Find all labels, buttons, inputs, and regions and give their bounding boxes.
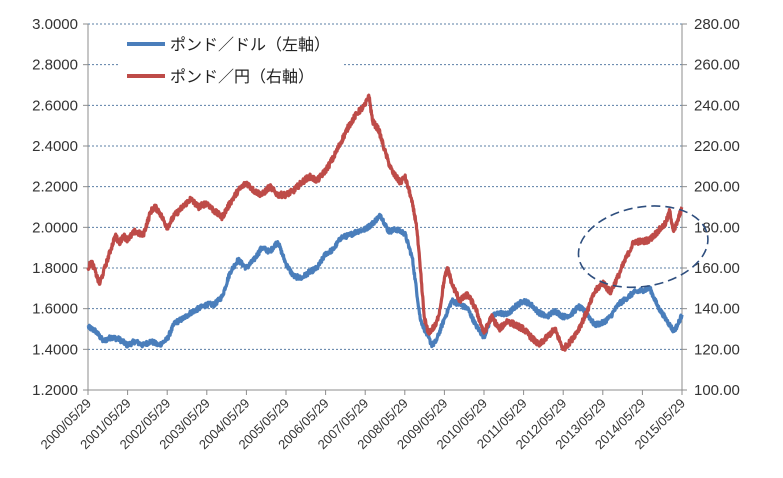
right-tick-label: 180.00	[694, 219, 740, 236]
right-tick-label: 280.00	[694, 16, 740, 33]
right-tick-label: 240.00	[694, 97, 740, 114]
left-tick-label: 1.8000	[32, 260, 78, 277]
left-tick-label: 2.2000	[32, 179, 78, 196]
left-tick-label: 2.4000	[32, 138, 78, 155]
series-line-gbp-jpy	[86, 93, 684, 352]
left-tick-label: 1.2000	[32, 382, 78, 399]
x-axis-ticks: 2000/05/292001/05/292002/05/292003/05/29…	[37, 390, 688, 452]
right-tick-label: 140.00	[694, 301, 740, 318]
left-tick-label: 2.0000	[32, 219, 78, 236]
left-tick-label: 1.6000	[32, 301, 78, 318]
right-tick-label: 200.00	[694, 179, 740, 196]
legend: ポンド／ドル（左軸） ポンド／円（右軸）	[118, 29, 343, 92]
right-axis-ticks: 100.00 120.00 140.00 160.00 180.00 200.00 220.…	[682, 16, 740, 399]
series-line-gbp-usd	[86, 212, 684, 349]
series-lines	[86, 93, 684, 352]
right-tick-label: 120.00	[694, 341, 740, 358]
left-axis-ticks: 1.2000 1.4000 1.6000 1.8000 2.0000 2.2000 2.40…	[32, 16, 88, 399]
legend-background	[118, 29, 343, 92]
legend-label-usd: ポンド／ドル（左軸）	[170, 35, 330, 54]
annotations	[577, 205, 709, 289]
left-tick-label: 1.4000	[32, 341, 78, 358]
left-tick-label: 3.0000	[32, 16, 78, 33]
right-tick-label: 260.00	[694, 57, 740, 74]
left-tick-label: 2.8000	[32, 57, 78, 74]
highlight-ellipse	[577, 205, 709, 289]
legend-label-jpy: ポンド／円（右軸）	[170, 67, 314, 86]
left-tick-label: 2.6000	[32, 97, 78, 114]
right-tick-label: 220.00	[694, 138, 740, 155]
right-tick-label: 160.00	[694, 260, 740, 277]
right-tick-label: 100.00	[694, 382, 740, 399]
